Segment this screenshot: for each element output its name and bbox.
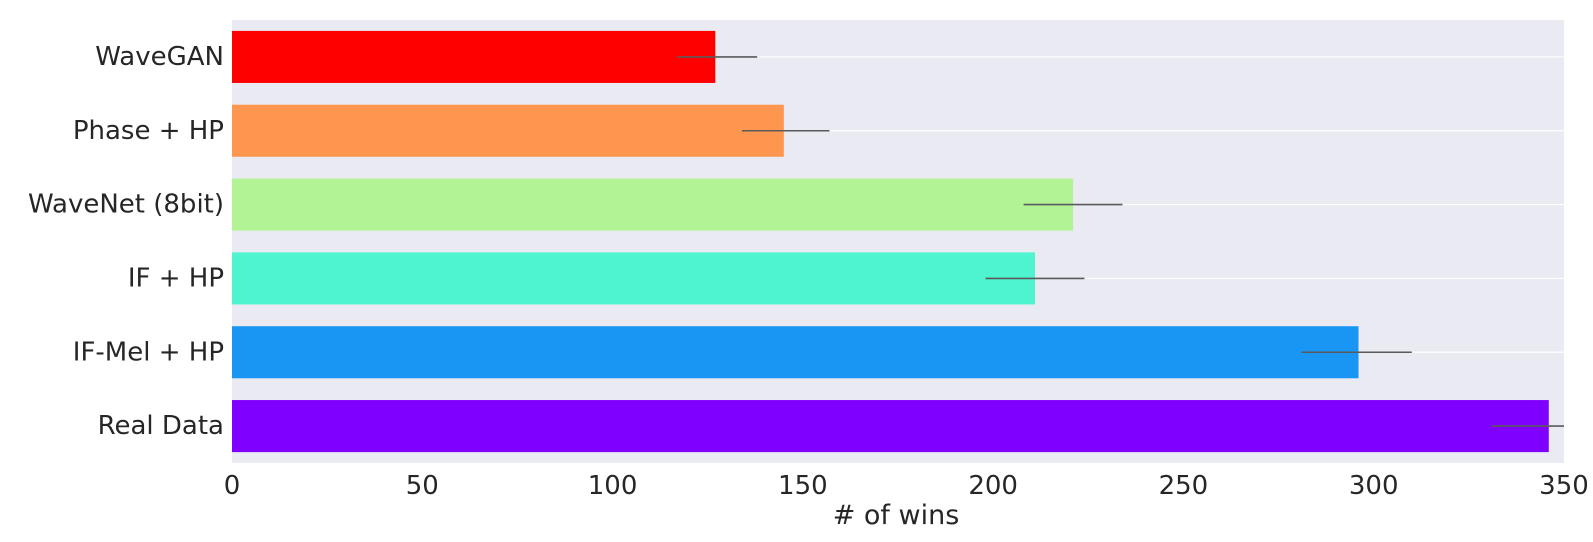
plot-area (232, 20, 1564, 463)
bar-3 (232, 252, 1036, 305)
x-tick-label: 50 (406, 471, 439, 501)
x-tick-label: 350 (1539, 471, 1589, 501)
x-tick-label: 100 (588, 471, 638, 501)
x-tick-labels: 0 50 100 150 200 250 300 350 (224, 471, 1589, 501)
bar-0 (232, 30, 716, 83)
y-tick-label: WaveGAN (95, 42, 224, 72)
bar-2 (232, 178, 1074, 231)
y-tick-label: IF-Mel + HP (73, 337, 224, 367)
y-tick-label: WaveNet (8bit) (28, 190, 224, 220)
bar-5 (232, 400, 1549, 453)
y-tick-label: Phase + HP (73, 116, 224, 146)
y-tick-label: IF + HP (128, 263, 224, 293)
y-tick-labels: WaveGAN Phase + HP WaveNet (8bit) IF + HP IF… (28, 42, 224, 441)
x-tick-label: 250 (1159, 471, 1209, 501)
y-tick-label: Real Data (98, 411, 224, 441)
bar-1 (232, 104, 784, 157)
x-tick-label: 300 (1349, 471, 1399, 501)
bar-4 (232, 326, 1359, 379)
x-axis-title: # of wins (833, 500, 960, 531)
error-bars (677, 56, 1564, 427)
bars (232, 30, 1549, 453)
x-tick-label: 150 (778, 471, 828, 501)
x-tick-label: 0 (224, 471, 241, 501)
x-tick-label: 200 (968, 471, 1018, 501)
